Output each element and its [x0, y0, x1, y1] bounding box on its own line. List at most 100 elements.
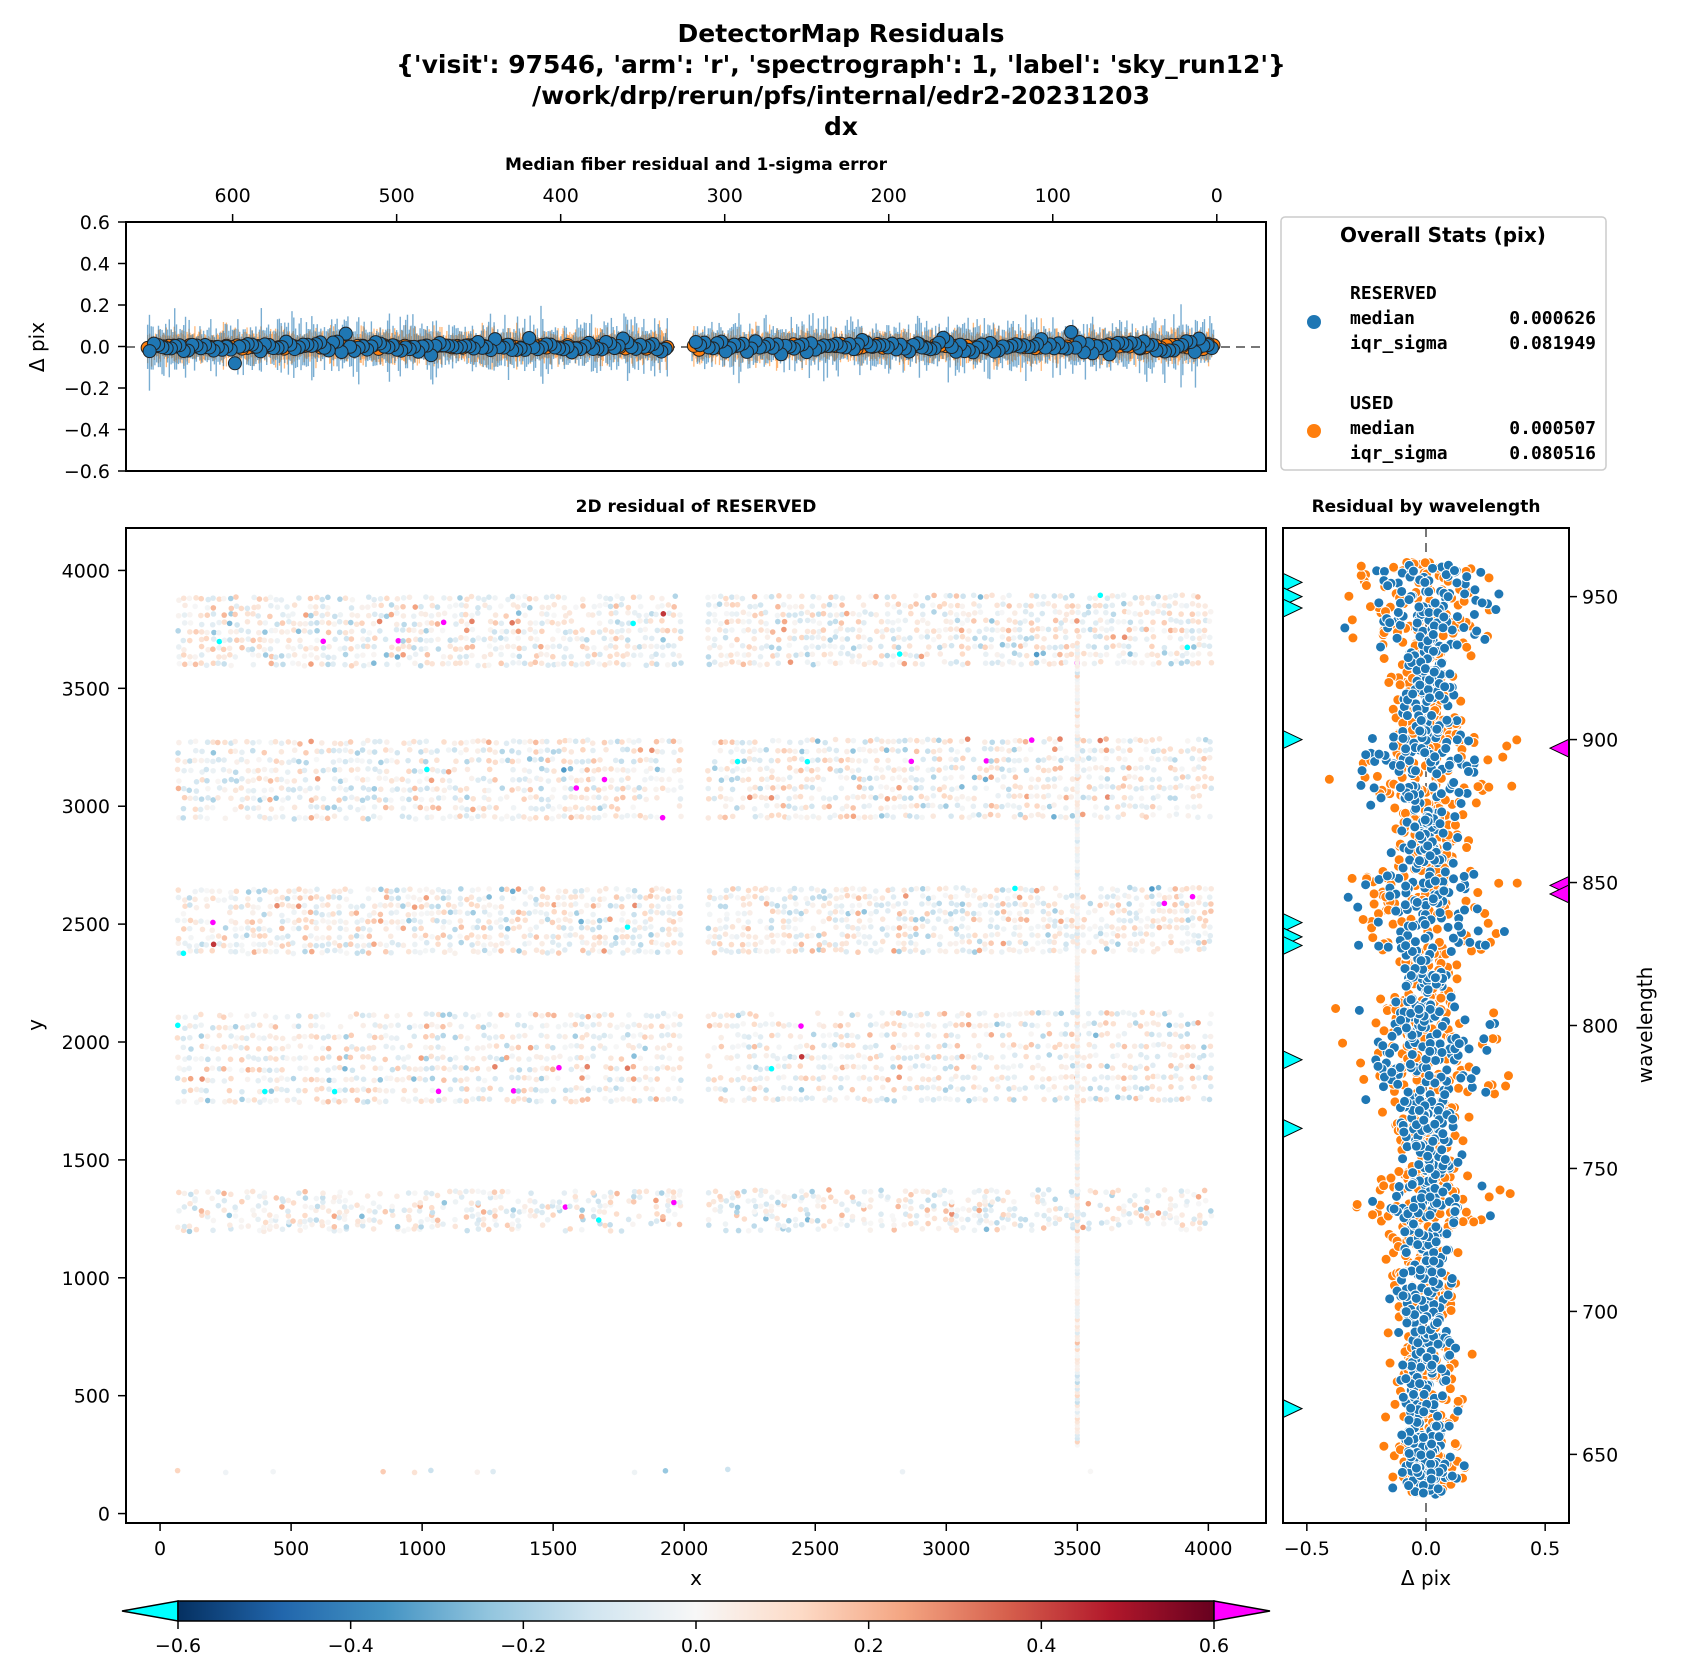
residual-point	[804, 737, 810, 744]
residual-point	[464, 766, 471, 773]
residual-point	[181, 767, 187, 774]
residual-point	[647, 618, 654, 624]
residual-point	[1173, 784, 1179, 791]
residual-point	[785, 814, 792, 821]
residual-point	[562, 932, 569, 939]
residual-point	[388, 805, 395, 811]
residual-point	[832, 794, 839, 801]
residual-point	[769, 737, 776, 744]
residual-point	[412, 816, 419, 822]
residual-point	[1149, 643, 1155, 650]
residual-point	[441, 949, 448, 955]
residual-point	[308, 814, 315, 821]
residual-point	[959, 661, 966, 668]
residual-point	[1064, 652, 1070, 659]
residual-point	[1093, 933, 1099, 940]
residual-point	[256, 775, 263, 782]
residual-point	[447, 942, 453, 948]
residual-point	[244, 618, 251, 625]
residual-point	[256, 596, 263, 602]
residual-point	[267, 796, 273, 803]
residual-point	[901, 946, 907, 952]
residual-point	[568, 925, 574, 932]
residual-point	[579, 758, 586, 765]
residual-point	[417, 662, 424, 669]
residual-point	[412, 941, 418, 948]
residual-point	[441, 787, 448, 794]
residual-point	[648, 948, 654, 955]
residual-point	[602, 661, 608, 668]
residual-point	[907, 737, 914, 743]
residual-point	[844, 765, 851, 771]
residual-point	[221, 935, 228, 941]
residual-point	[896, 659, 903, 666]
residual-point	[544, 950, 551, 956]
residual-point	[735, 948, 742, 955]
residual-point	[913, 601, 919, 607]
residual-point	[820, 795, 827, 801]
residual-point	[781, 747, 787, 754]
residual-point	[642, 776, 648, 783]
residual-point	[896, 925, 903, 931]
residual-point	[849, 653, 856, 659]
residual-point	[1057, 813, 1064, 820]
residual-point	[1041, 636, 1047, 642]
residual-point	[1087, 626, 1094, 633]
residual-point	[411, 627, 417, 634]
residual-point	[833, 612, 840, 618]
residual-point	[798, 651, 804, 658]
residual-point	[630, 940, 636, 946]
residual-point	[1196, 747, 1203, 754]
residual-point	[434, 757, 440, 764]
residual-point	[458, 618, 465, 625]
residual-point	[406, 654, 413, 661]
residual-point	[901, 636, 907, 642]
residual-point	[637, 757, 644, 764]
residual-point	[1179, 652, 1186, 659]
residual-point	[614, 651, 620, 658]
residual-point	[1029, 932, 1035, 938]
residual-point	[510, 776, 516, 783]
residual-point	[832, 634, 839, 640]
residual-point	[233, 628, 240, 635]
residual-point	[394, 610, 400, 616]
residual-point	[1017, 643, 1024, 649]
residual-point	[320, 795, 327, 802]
residual-point	[244, 758, 250, 765]
residual-point	[1005, 757, 1012, 763]
residual-point	[1045, 626, 1052, 633]
residual-point	[482, 787, 488, 794]
residual-point	[757, 662, 763, 668]
legend-marker-reserved	[1307, 315, 1321, 329]
residual-point	[498, 620, 505, 627]
residual-point	[804, 651, 811, 658]
residual-point	[251, 805, 257, 812]
residual-point	[510, 652, 516, 659]
residual-point	[572, 804, 579, 811]
residual-point	[428, 749, 435, 756]
residual-point	[827, 766, 833, 772]
residual-point	[428, 627, 435, 633]
residual-point	[913, 776, 920, 783]
residual-point	[278, 749, 285, 755]
residual-point	[988, 802, 995, 809]
residual-point	[1103, 609, 1109, 616]
residual-point	[861, 803, 867, 810]
residual-point	[1052, 626, 1059, 633]
residual-point	[364, 776, 371, 783]
residual-point	[410, 613, 417, 619]
residual-point	[977, 609, 984, 616]
residual-point	[1127, 601, 1133, 607]
residual-point	[1052, 739, 1058, 745]
residual-point	[572, 629, 579, 636]
residual-point	[1098, 783, 1104, 790]
residual-point	[451, 747, 458, 753]
residual-point	[187, 758, 193, 764]
residual-point	[527, 786, 534, 793]
residual-point	[1051, 660, 1057, 667]
residual-point	[747, 603, 753, 610]
residual-point	[348, 636, 355, 642]
residual-point	[786, 653, 792, 659]
residual-point	[1069, 618, 1076, 625]
residual-point	[723, 601, 730, 607]
